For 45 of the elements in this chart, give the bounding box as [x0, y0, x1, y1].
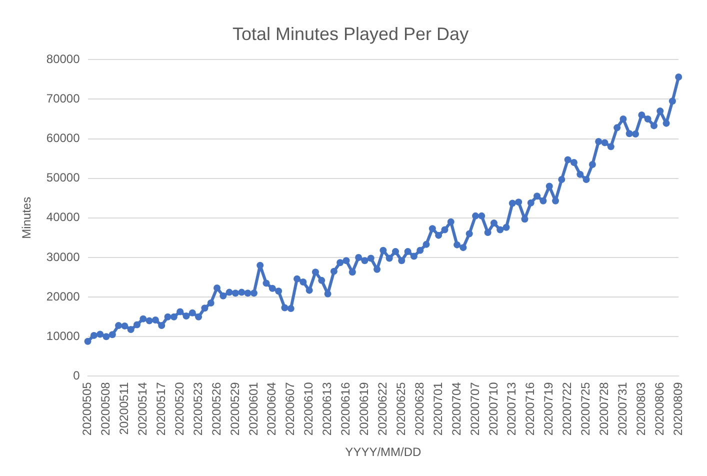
- x-tick-label: 20200610: [302, 382, 316, 436]
- x-tick-label: 20200625: [394, 382, 408, 436]
- chart-title: Total Minutes Played Per Day: [232, 24, 469, 44]
- x-tick-label: 20200613: [320, 382, 334, 436]
- y-tick-label: 50000: [46, 170, 80, 185]
- x-tick-label: 20200713: [504, 382, 519, 436]
- x-tick-label: 20200716: [523, 382, 538, 436]
- x-tick-label: 20200508: [98, 382, 113, 436]
- x-tick-label: 20200529: [228, 382, 242, 436]
- y-tick-label: 0: [73, 368, 80, 383]
- x-tick-label: 20200719: [542, 382, 556, 436]
- x-tick-label: 20200725: [578, 382, 593, 436]
- x-tick-label: 20200619: [357, 382, 372, 436]
- x-tick-label: 20200505: [80, 382, 94, 436]
- x-axis-title: YYYY/MM/DD: [345, 445, 422, 460]
- x-tick-label: 20200526: [209, 382, 224, 436]
- y-tick-label: 60000: [46, 131, 80, 146]
- x-tick-label: 20200731: [616, 382, 630, 436]
- x-tick-label: 20200722: [560, 382, 574, 436]
- y-axis-title: Minutes: [20, 196, 34, 239]
- x-tick-label: 20200523: [190, 382, 205, 436]
- x-tick-label: 20200604: [264, 382, 279, 436]
- y-tick-label: 20000: [46, 289, 80, 304]
- x-tick-label: 20200514: [135, 382, 150, 436]
- x-tick-label: 20200704: [449, 382, 464, 436]
- y-tick-label: 70000: [46, 91, 80, 106]
- x-tick-label: 20200616: [338, 382, 353, 436]
- x-tick-label: 20200728: [597, 382, 612, 436]
- y-tick-label: 10000: [46, 328, 80, 343]
- x-tick-label: 20200622: [375, 382, 390, 436]
- x-tick-label: 20200707: [468, 382, 482, 436]
- y-tick-label: 80000: [46, 52, 80, 66]
- x-tick-label: 20200710: [486, 382, 500, 436]
- x-tick-label: 20200517: [154, 382, 168, 436]
- x-tick-label: 20200701: [430, 382, 445, 436]
- x-tick-label: 20200806: [652, 382, 666, 436]
- y-tick-label: 40000: [46, 210, 80, 224]
- x-tick-label: 20200628: [412, 382, 426, 436]
- x-tick-label: 20200607: [283, 382, 298, 436]
- y-tick-label: 30000: [46, 250, 80, 264]
- x-tick-label: 20200520: [172, 382, 186, 436]
- x-tick-label: 20200803: [634, 382, 648, 436]
- x-tick-label: 20200809: [670, 382, 685, 436]
- x-tick-label: 20200511: [117, 382, 132, 435]
- x-tick-label: 20200601: [246, 382, 260, 436]
